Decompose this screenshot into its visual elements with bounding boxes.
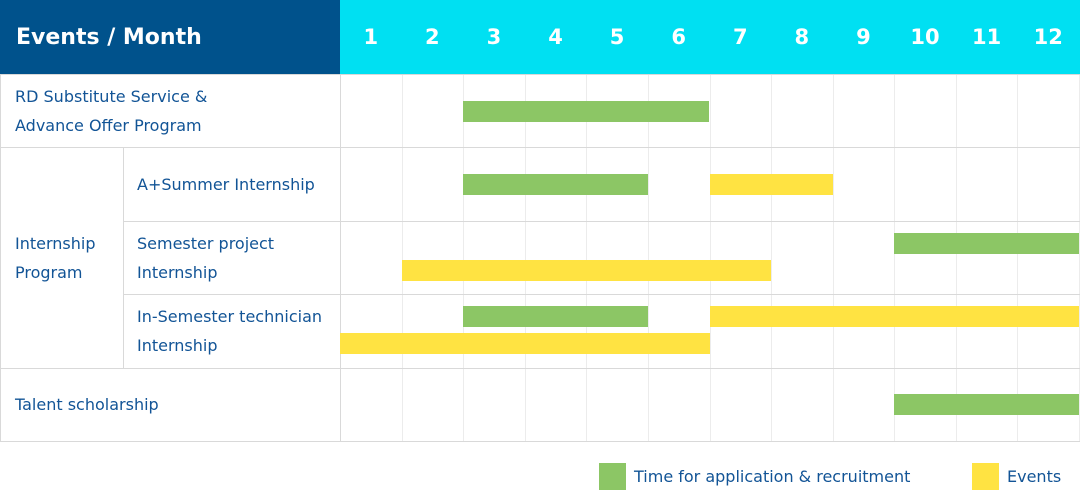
bar-application: [463, 174, 648, 196]
month-label-11: 11: [972, 25, 1002, 49]
row-label: Semester project Internship: [137, 233, 275, 282]
bar-application: [463, 306, 648, 328]
bar-events: [709, 306, 1079, 328]
month-gridline: [709, 74, 711, 441]
row-label: In-Semester technician Internship: [137, 306, 323, 355]
month-label-4: 4: [548, 25, 563, 49]
legend-label-events: Events: [1007, 466, 1062, 486]
month-gridline: [463, 74, 465, 441]
month-label-2: 2: [425, 25, 440, 49]
month-label-7: 7: [732, 25, 748, 49]
month-gridline: [524, 74, 526, 441]
header-divider: [0, 74, 1080, 75]
row-label: RD Substitute Service & Advance Offer Pr…: [15, 86, 208, 135]
month-gridline: [340, 74, 341, 441]
bar-events: [709, 174, 833, 196]
legend-swatch-application: [599, 462, 626, 490]
month-gridline: [832, 74, 834, 441]
bar-events: [340, 333, 710, 355]
month-gridline: [955, 74, 957, 441]
month-gridline: [586, 74, 588, 441]
month-label-5: 5: [609, 25, 625, 49]
month-label-3: 3: [486, 25, 502, 49]
month-gridline: [771, 74, 773, 441]
row-divider: [123, 220, 1080, 222]
month-label-1: 1: [363, 25, 379, 49]
bar-events: [401, 259, 772, 281]
month-label-8: 8: [794, 25, 810, 49]
legend-events: Events: [972, 462, 1061, 490]
header-title: Events / Month: [0, 0, 340, 74]
month-label-12: 12: [1033, 25, 1063, 49]
month-gridline: [894, 74, 896, 441]
group-divider-h: [0, 367, 1080, 369]
bar-application: [894, 394, 1079, 416]
row-label: Talent scholarship: [15, 394, 159, 414]
month-label-10: 10: [910, 25, 940, 49]
row-divider: [0, 441, 1080, 442]
row-divider: [123, 294, 1080, 296]
legend-label-application: Time for application & recruitment: [634, 466, 911, 486]
month-header: 1 2 3 4 5 6 7 8 9 10 11 12: [340, 0, 1080, 74]
month-gridline: [647, 74, 649, 441]
month-label-6: 6: [671, 25, 686, 49]
row-divider: [0, 147, 1080, 149]
bar-application: [463, 100, 710, 122]
month-label-9: 9: [856, 25, 871, 49]
month-gridline: [401, 74, 403, 441]
row-label: A+Summer Internship: [137, 174, 315, 194]
legend-application: Time for application & recruitment: [599, 462, 910, 490]
bar-application: [894, 232, 1079, 254]
group-label: Internship Program: [15, 233, 96, 282]
legend-swatch-events: [972, 462, 999, 490]
month-gridline: [1017, 74, 1019, 441]
group-divider: [123, 147, 124, 368]
left-border: [0, 74, 1, 441]
